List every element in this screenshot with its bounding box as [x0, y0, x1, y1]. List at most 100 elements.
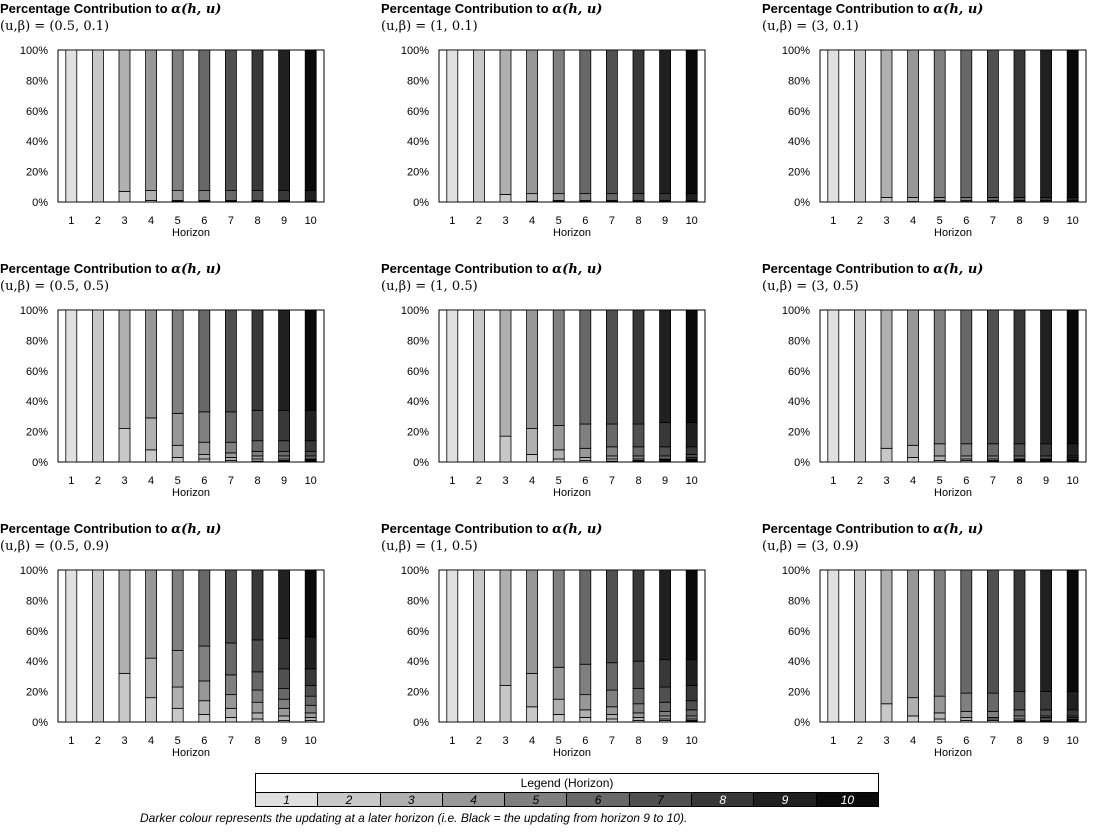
bar-segment: [605, 309, 618, 425]
bar-segment: [880, 309, 893, 449]
chart-subtitle: (u,β) = (3, 0.9): [762, 539, 859, 554]
bar-segment: [251, 49, 264, 192]
bar-segment: [659, 422, 672, 448]
bar-segment: [224, 707, 237, 718]
bar-segment: [605, 193, 618, 201]
bar-segment: [278, 698, 291, 709]
charts-grid: Percentage Contribution to α(h, u) (u,β) …: [0, 1, 1087, 759]
bar-segment: [171, 444, 184, 458]
chart-subtitle: (u,β) = (1, 0.1): [381, 19, 478, 34]
chart-panel: Percentage Contribution to α(h, u) (u,β) …: [0, 261, 360, 512]
bar-segment: [986, 309, 999, 445]
bar-segment: [145, 49, 158, 192]
y-tick-label: 100%: [401, 45, 429, 57]
bar-segment: [632, 193, 645, 201]
y-tick-label: 0%: [794, 197, 810, 209]
x-tick-label: 8: [635, 475, 641, 487]
x-tick-label: 7: [228, 215, 234, 227]
x-tick-label: 10: [305, 735, 317, 747]
x-axis-label: Horizon: [553, 747, 591, 759]
chart-panel: Percentage Contribution to α(h, u) (u,β) …: [381, 261, 741, 512]
bar-segment: [960, 309, 973, 445]
y-tick-label: 0%: [32, 717, 48, 729]
y-tick-label: 80%: [26, 335, 48, 347]
chart-title-math: α(h, u): [171, 262, 222, 277]
bar-segment: [685, 709, 698, 717]
legend-swatch: 2: [318, 792, 381, 807]
bar-segment: [685, 193, 698, 201]
bar-segment: [907, 715, 920, 723]
y-tick-label: 20%: [26, 427, 48, 439]
bar-segment: [1013, 715, 1026, 720]
chart-title-math: α(h, u): [171, 2, 222, 17]
bar-segment: [278, 450, 291, 457]
bar-segment: [960, 692, 973, 712]
bar-segment: [685, 309, 698, 423]
bar-segment: [526, 672, 539, 708]
bar-segment: [118, 49, 131, 192]
y-tick-label: 80%: [788, 75, 810, 87]
x-tick-label: 9: [281, 735, 287, 747]
chart-svg: 0% 20% 40% 60% 80% 100% 1 2 3 4 5 6 7 8 9 10 Horizon: [20, 305, 325, 499]
bar-segment: [446, 569, 459, 723]
x-tick-label: 10: [1067, 735, 1079, 747]
bar-segment: [171, 686, 184, 709]
legend-swatch: 5: [505, 792, 568, 807]
bar-segment: [224, 452, 237, 458]
x-tick-label: 4: [148, 735, 154, 747]
bar-segment: [579, 49, 592, 195]
y-tick-label: 100%: [782, 565, 810, 577]
y-tick-label: 80%: [407, 75, 429, 87]
chart-title-text: Percentage Contribution to: [0, 261, 172, 276]
chart-title: Percentage Contribution to α(h, u): [381, 261, 602, 277]
bar-segment: [446, 309, 459, 463]
x-tick-label: 1: [449, 735, 455, 747]
legend-swatch: 4: [442, 792, 506, 807]
bar-segment: [907, 697, 920, 717]
bar-segment: [278, 707, 291, 717]
bar-segment: [145, 449, 158, 463]
chart-panel: Percentage Contribution to α(h, u) (u,β) …: [381, 1, 741, 252]
x-tick-label: 5: [937, 215, 943, 227]
y-tick-label: 40%: [26, 656, 48, 668]
x-tick-label: 8: [1016, 215, 1022, 227]
bar-segment: [579, 569, 592, 665]
x-tick-label: 10: [1067, 475, 1079, 487]
bar-segment: [960, 710, 973, 718]
plot-frame: [57, 49, 325, 203]
bar-segment: [632, 569, 645, 662]
bar-segment: [304, 717, 317, 721]
bar-segment: [1066, 709, 1079, 717]
bar-segment: [579, 694, 592, 711]
x-tick-label: 9: [281, 215, 287, 227]
x-tick-label: 2: [95, 215, 101, 227]
x-tick-label: 8: [254, 215, 260, 227]
bar-segment: [659, 446, 672, 457]
x-tick-label: 3: [121, 735, 127, 747]
x-tick-label: 4: [529, 215, 535, 227]
legend-swatch: 9: [754, 792, 817, 807]
x-tick-label: 7: [990, 215, 996, 227]
bar-segment: [579, 423, 592, 449]
bar-segment: [145, 569, 158, 659]
chart-title: Percentage Contribution to α(h, u): [381, 521, 602, 537]
bar-segment: [685, 659, 698, 686]
x-tick-label: 2: [857, 735, 863, 747]
x-tick-label: 7: [609, 735, 615, 747]
bar-segment: [304, 190, 317, 201]
bar-segment: [1066, 569, 1079, 692]
bar-segment: [224, 569, 237, 644]
bar-segment: [526, 49, 539, 195]
bar-segment: [251, 671, 264, 691]
bar-segment: [304, 704, 317, 714]
bar-segment: [907, 197, 920, 202]
y-tick-label: 0%: [413, 197, 429, 209]
x-tick-label: 9: [1043, 215, 1049, 227]
y-tick-label: 40%: [407, 656, 429, 668]
bar-segment: [92, 49, 104, 203]
x-tick-label: 10: [686, 475, 698, 487]
bar-segment: [251, 718, 264, 723]
bar-segment: [473, 569, 485, 723]
bar-segment: [632, 717, 645, 721]
bar-segment: [632, 49, 645, 195]
